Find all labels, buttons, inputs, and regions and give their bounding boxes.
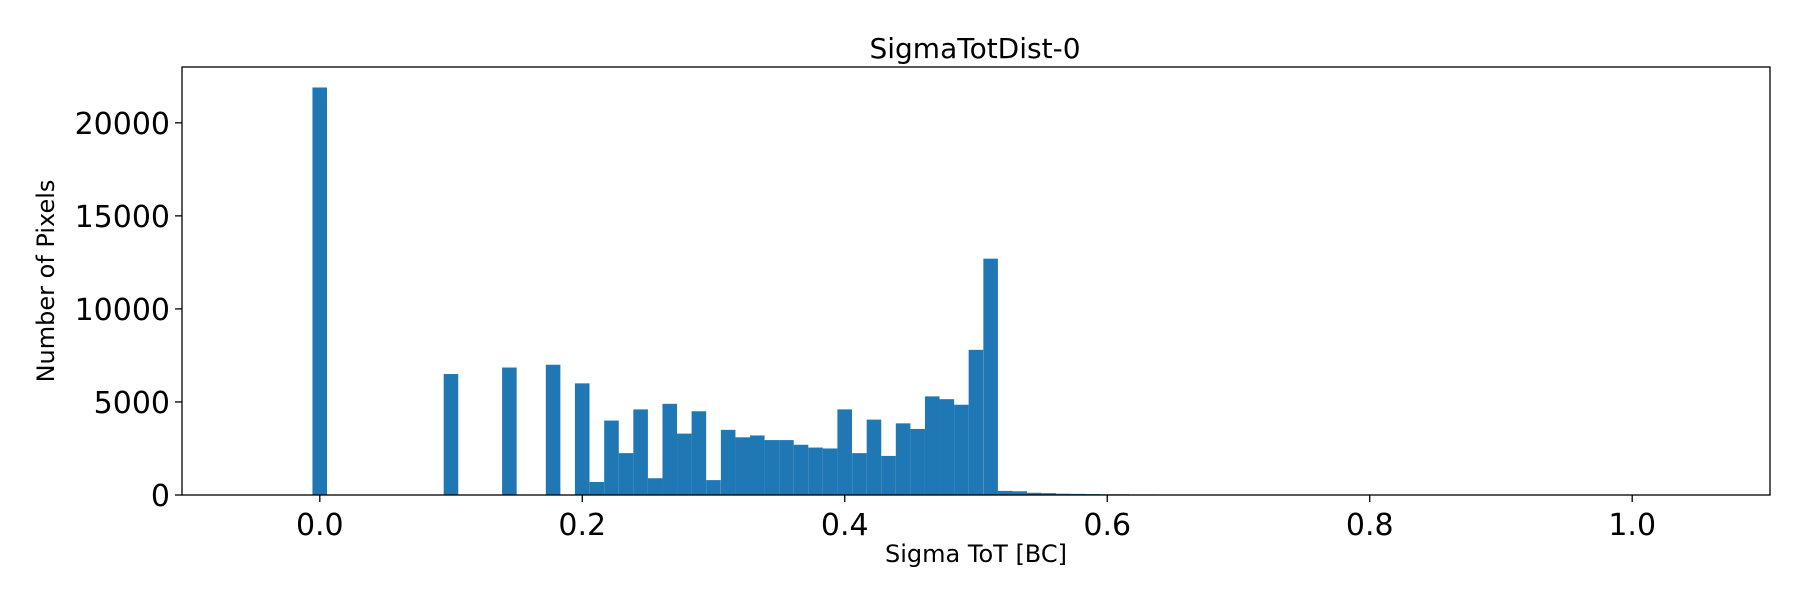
histogram-bar — [706, 480, 721, 495]
histogram-bar — [881, 455, 896, 495]
histogram-bar — [589, 481, 605, 495]
histogram-bar — [808, 447, 823, 495]
histogram-bar — [764, 440, 780, 495]
y-tick-label: 20000 — [75, 107, 170, 142]
histogram-bar — [691, 411, 707, 495]
histogram-bar — [983, 258, 998, 495]
histogram-bar — [677, 433, 692, 495]
histogram-bar — [618, 453, 634, 495]
x-tick-label: 0.2 — [558, 508, 606, 543]
histogram-bar — [866, 419, 882, 495]
x-axis-label: Sigma ToT [BC] — [885, 540, 1067, 568]
histogram-bar — [633, 409, 648, 495]
histogram-bar — [647, 478, 663, 495]
histogram-bar — [312, 87, 328, 495]
histogram-bar — [545, 364, 561, 495]
plot-frame — [181, 66, 1771, 496]
bars-group — [312, 87, 1188, 495]
histogram-bar — [837, 409, 852, 495]
y-axis-ticks: 0 5000 10000 15000 20000 — [75, 107, 182, 514]
histogram-bar — [910, 428, 925, 495]
x-tick-label: 0.0 — [296, 508, 344, 543]
y-tick-label: 15000 — [75, 200, 170, 235]
x-tick-label: 0.4 — [821, 508, 869, 543]
histogram-bar — [895, 423, 911, 495]
histogram-bar — [822, 448, 838, 495]
histogram-bar — [1027, 492, 1042, 495]
histogram-bar — [502, 367, 517, 495]
y-tick-label: 10000 — [75, 293, 170, 328]
x-axis-ticks: 0.0 0.2 0.4 0.6 0.8 1.0 — [296, 495, 1656, 543]
y-tick-label: 0 — [151, 479, 170, 514]
histogram-bar — [662, 403, 678, 495]
x-tick-label: 1.0 — [1608, 508, 1656, 543]
x-tick-label: 0.8 — [1346, 508, 1394, 543]
y-tick-label: 5000 — [94, 386, 170, 421]
histogram-bar — [1041, 493, 1057, 495]
y-axis-label: Number of Pixels — [32, 180, 60, 383]
histogram-bar — [604, 420, 619, 495]
x-tick-label: 0.6 — [1083, 508, 1131, 543]
histogram-bar — [939, 399, 955, 495]
histogram-bar — [720, 429, 736, 495]
histogram-bar — [443, 374, 459, 495]
histogram-bar — [750, 435, 765, 495]
histogram-bar — [574, 383, 590, 495]
histogram-bar — [997, 490, 1013, 495]
histogram-bar — [735, 437, 751, 495]
chart-title: SigmaTotDist-0 — [869, 32, 1080, 65]
histogram-bar — [1012, 491, 1028, 495]
histogram-bar — [852, 453, 867, 495]
histogram-bar — [968, 349, 984, 495]
histogram-bar — [793, 444, 809, 495]
histogram-bar — [779, 440, 794, 495]
histogram-bar — [954, 404, 969, 495]
histogram-bar — [924, 396, 940, 495]
